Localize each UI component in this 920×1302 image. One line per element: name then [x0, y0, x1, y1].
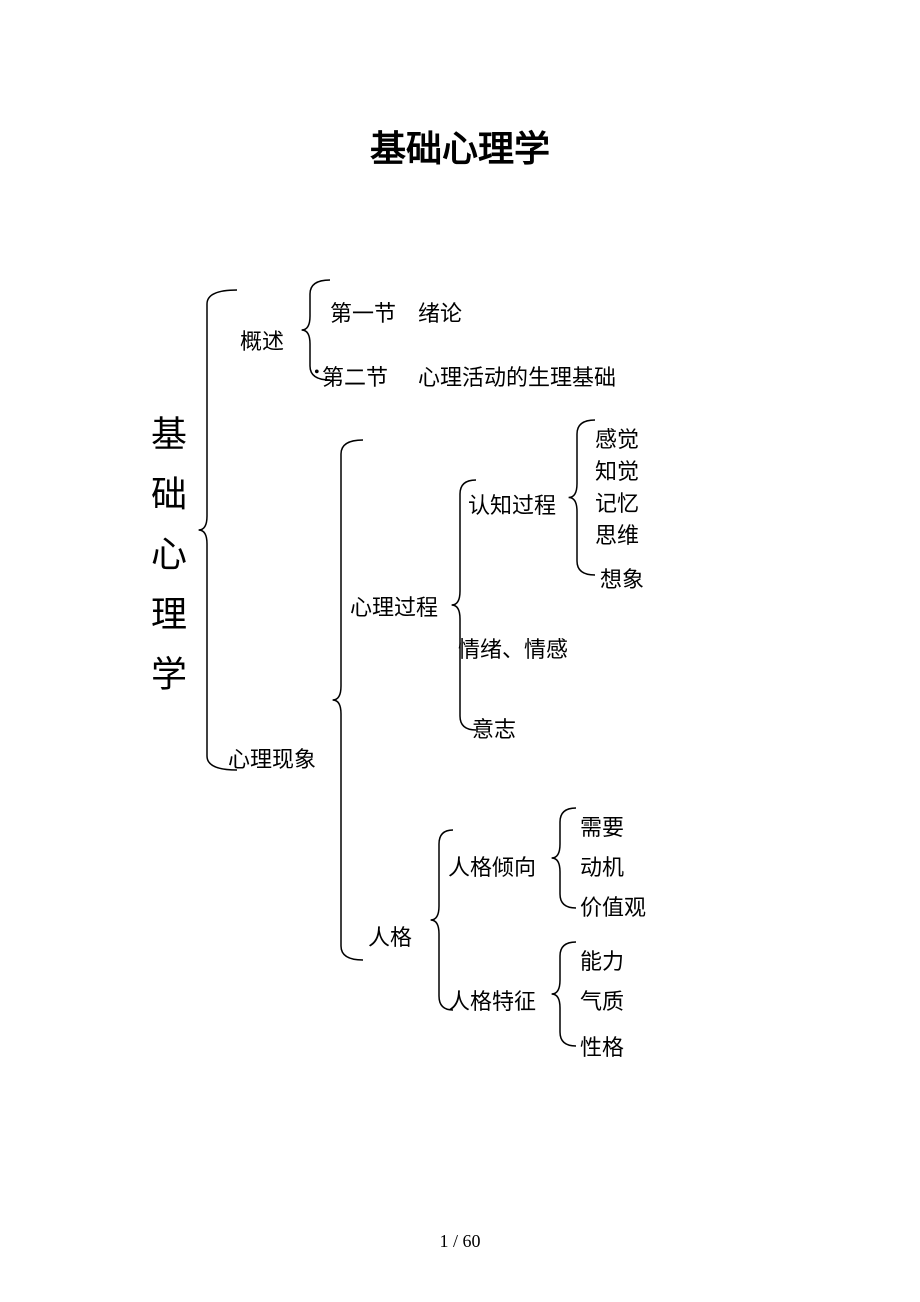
node-thinking: 思维: [595, 518, 639, 550]
node-overview: 概述: [240, 324, 284, 356]
node-motive: 动机: [580, 850, 624, 882]
node-personality: 人格: [368, 920, 412, 952]
page-title: 基础心理学: [0, 120, 920, 172]
node-cognition: 认知过程: [468, 488, 556, 520]
node-sec2: 第二节: [322, 360, 388, 392]
brace-icon: [448, 480, 472, 730]
node-imagination: 想象: [600, 562, 644, 594]
node-will: 意志: [472, 712, 516, 744]
node-sec1-title: 绪论: [418, 296, 462, 328]
node-need: 需要: [580, 810, 624, 842]
brace-icon: [326, 440, 356, 960]
node-phenomena: 心理现象: [228, 742, 316, 774]
brace-icon: [564, 420, 590, 575]
node-sensation: 感觉: [595, 422, 639, 454]
node-character: 性格: [580, 1030, 624, 1062]
root-node: 基础心理学: [140, 415, 192, 715]
brace-icon: [548, 808, 572, 908]
node-p-tendency: 人格倾向: [448, 850, 536, 882]
page-number: 1 / 60: [0, 1231, 920, 1252]
brace-icon: [188, 290, 226, 770]
node-ability: 能力: [580, 944, 624, 976]
node-perception: 知觉: [595, 454, 639, 486]
brace-icon: [296, 280, 324, 380]
node-sec2-title: 心理活动的生理基础: [418, 360, 616, 392]
node-memory: 记忆: [595, 486, 639, 518]
node-sec1: 第一节: [330, 296, 396, 328]
node-p-trait: 人格特征: [448, 984, 536, 1016]
brace-icon: [428, 830, 450, 1010]
node-temperament: 气质: [580, 984, 624, 1016]
node-emotion: 情绪、情感: [458, 632, 568, 664]
brace-icon: [548, 942, 572, 1046]
node-process: 心理过程: [350, 590, 438, 622]
node-value: 价值观: [580, 890, 646, 922]
